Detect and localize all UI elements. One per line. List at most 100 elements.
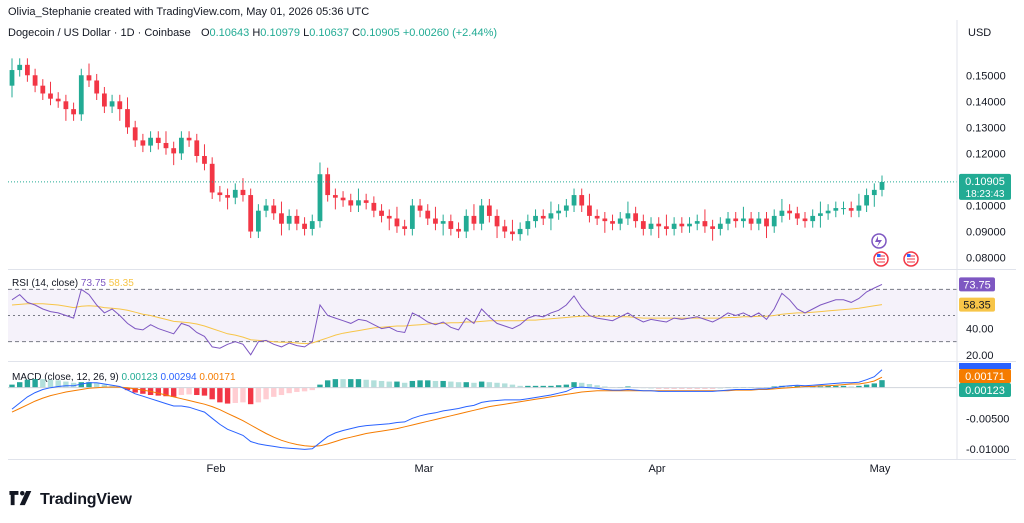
time-tick-label: Apr: [648, 463, 665, 475]
macd-histogram-bar: [879, 380, 885, 388]
candle-body: [802, 218, 808, 222]
candle-body: [679, 223, 685, 227]
price-tick-label: 0.10000: [966, 200, 1006, 212]
macd-histogram-bar: [586, 384, 593, 388]
macd-histogram-bar: [833, 385, 839, 388]
time-tick-label: Mar: [415, 463, 434, 475]
candle-body: [486, 205, 492, 216]
macd-histogram-bar: [602, 386, 608, 388]
macd-histogram-bar: [471, 382, 477, 388]
macd-histogram-bar: [478, 381, 485, 388]
macd-histogram-bar: [340, 379, 346, 388]
macd-histogram-bar: [486, 382, 493, 388]
candle-body: [571, 195, 577, 206]
chart-canvas[interactable]: Feb Mar Apr May 0.15000 0.14000 0.13000 0.1200…: [0, 0, 1024, 485]
candle-body: [771, 215, 777, 227]
signal-value-badge: [959, 369, 1011, 383]
candle-body: [425, 210, 431, 219]
candle-body: [502, 226, 508, 232]
macd-histogram-bar: [17, 382, 23, 388]
macd-histogram-bar: [856, 385, 862, 388]
macd-histogram-bar: [455, 382, 462, 388]
candle-body: [756, 218, 762, 224]
macd-histogram-bar: [24, 379, 31, 388]
candle-body: [864, 195, 869, 206]
price-tick-label: 0.13000: [966, 122, 1006, 134]
macd-histogram-bar: [170, 387, 177, 397]
candle-body: [494, 215, 500, 227]
close-value: 0.10905: [360, 27, 400, 39]
rsi-pane: [8, 269, 1016, 356]
candle-body: [533, 215, 538, 222]
candle-body: [664, 226, 669, 229]
macd-histogram-bar: [332, 379, 339, 388]
candle-body: [440, 221, 446, 224]
macd-histogram-bar: [324, 380, 331, 388]
candle-body: [848, 208, 854, 211]
candle-body: [741, 218, 746, 222]
close-label: C: [352, 27, 361, 39]
macd-histogram-bar: [386, 381, 392, 388]
low-label: L: [303, 27, 310, 39]
rsi-tick-label: 20.00: [966, 350, 994, 362]
macd-histogram-bar: [209, 387, 215, 400]
candle-body: [841, 208, 846, 210]
macd-histogram-bar: [555, 385, 562, 388]
macd-histogram-bar: [786, 385, 793, 388]
candle-body: [748, 218, 754, 224]
candle-body: [640, 221, 646, 229]
candle-body: [479, 205, 485, 224]
candle-body: [579, 195, 585, 206]
macd-histogram-bar: [378, 380, 385, 388]
candle-body: [610, 221, 615, 224]
macd-histogram-bar: [409, 380, 416, 388]
candle-body: [163, 142, 169, 149]
macd-value-badge: [959, 363, 1011, 369]
candle-body: [417, 205, 423, 211]
candle-body: [463, 215, 469, 232]
rsi-ma-value-label: 58.35: [963, 300, 991, 312]
candle-body: [125, 109, 130, 128]
macd-histogram-bar: [217, 387, 223, 403]
macd-histogram-bar: [32, 379, 38, 388]
macd-histogram-bar: [186, 387, 192, 395]
candle-body: [363, 200, 369, 203]
macd-histogram-bar: [278, 387, 285, 396]
macd-histogram-bar: [571, 382, 577, 388]
candle-body: [525, 221, 531, 229]
candle-body: [787, 210, 792, 214]
macd-histogram-bar: [309, 387, 315, 391]
candle-body: [456, 228, 461, 232]
macd-histogram-bar: [548, 385, 554, 388]
candle-body: [779, 210, 785, 216]
candle-body: [602, 218, 608, 222]
high-value: 0.10979: [260, 27, 301, 39]
candle-body: [356, 200, 361, 206]
macd-histogram-bar: [509, 384, 516, 388]
candle-body: [202, 156, 207, 164]
candle-body: [32, 75, 38, 86]
candle-body: [63, 101, 69, 110]
macd-histogram-bar: [594, 385, 600, 388]
candle-body: [155, 137, 161, 143]
candle-body: [148, 137, 153, 146]
macd-line: [11, 369, 883, 450]
macd-histogram-bar: [401, 382, 408, 388]
macd-histogram-bar: [232, 387, 238, 403]
candle-body: [702, 221, 708, 227]
macd-histogram-bar: [371, 380, 377, 388]
candle-body: [9, 70, 15, 86]
candle-body: [248, 195, 254, 232]
macd-histogram-bar: [140, 387, 146, 394]
candle-body: [109, 101, 115, 107]
macd-histogram-bar: [863, 384, 870, 388]
candle-body: [710, 226, 716, 229]
tradingview-brand-name: TradingView: [40, 491, 132, 508]
candle-body: [94, 80, 100, 94]
macd-histogram-bar: [155, 387, 161, 396]
macd-histogram-bar: [63, 381, 69, 388]
candle-body: [255, 210, 261, 232]
symbol-legend: Dogecoin / US Dollar · 1D · Coinbase O0.…: [8, 27, 497, 39]
candle-body: [317, 174, 323, 222]
high-label: H: [252, 27, 261, 39]
